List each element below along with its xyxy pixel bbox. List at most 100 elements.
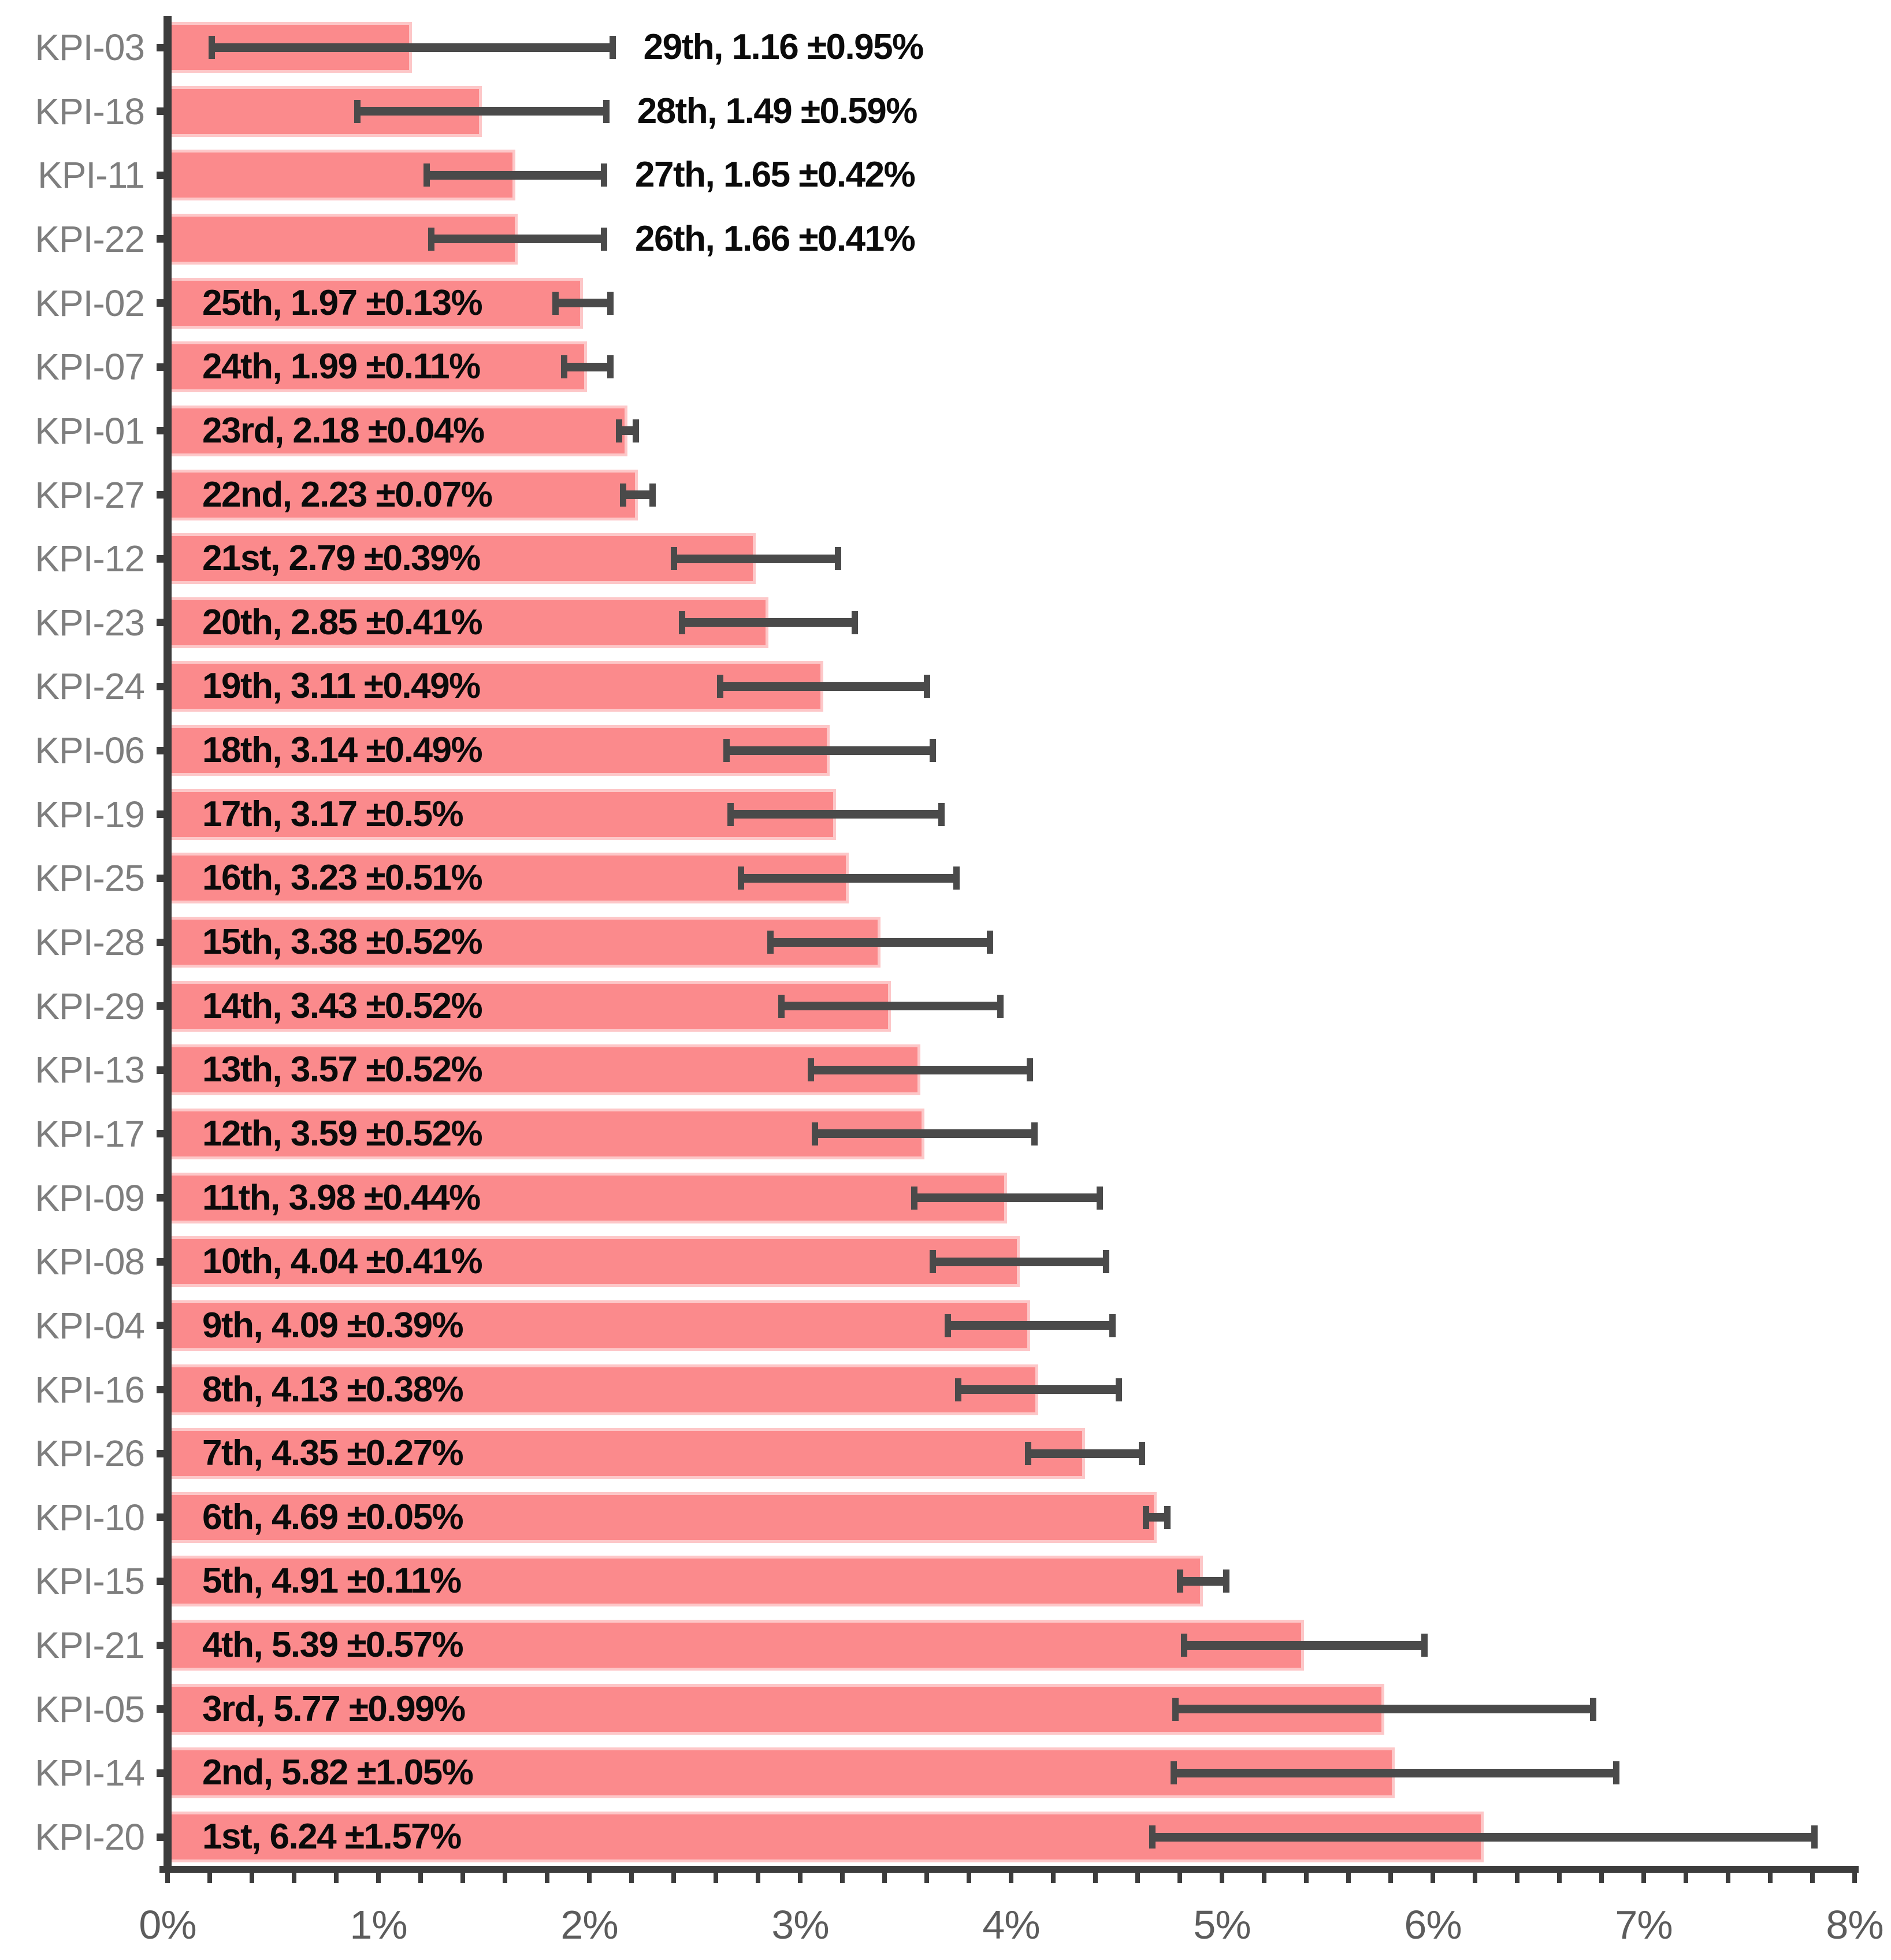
data-label: 28th, 1.49 ±0.59% (637, 91, 918, 131)
bar (172, 1300, 1030, 1351)
x-axis-tick (503, 1873, 507, 1883)
error-bar-cap-left (1170, 1761, 1177, 1785)
data-label: 27th, 1.65 ±0.42% (635, 155, 916, 195)
y-axis-tick (157, 1449, 165, 1457)
y-axis-tick (157, 1194, 165, 1202)
error-bar-cap-left (552, 291, 559, 315)
category-label: KPI-11 (38, 154, 145, 196)
error-bar-cap-left (428, 227, 434, 251)
bar (172, 469, 638, 520)
y-axis-line (164, 16, 172, 1873)
x-axis-tick (1346, 1873, 1351, 1883)
error-bar-cap-left (778, 994, 785, 1018)
error-bar-cap-right (835, 547, 842, 571)
bar (172, 1556, 1203, 1607)
error-bar-cap-left (560, 355, 567, 379)
y-axis-tick (157, 619, 165, 627)
error-bar-cap-right (607, 291, 614, 315)
error-bar-line (1152, 1832, 1815, 1842)
x-axis-tick (460, 1873, 465, 1883)
y-axis-tick (157, 1066, 165, 1074)
error-bar-line (933, 1257, 1106, 1266)
error-bar-cap-right (649, 483, 656, 507)
error-bar-line (674, 554, 838, 563)
error-bar-cap-left (716, 675, 723, 698)
error-bar-line (781, 1002, 1001, 1011)
y-axis-tick (157, 682, 165, 690)
error-bar-line (1175, 1705, 1593, 1714)
error-bar-cap-left (1176, 1570, 1183, 1593)
bar (172, 1620, 1305, 1671)
error-bar-line (623, 490, 653, 499)
x-axis-tick (1431, 1873, 1435, 1883)
error-bar-line (948, 1321, 1113, 1330)
y-axis-tick (157, 43, 165, 51)
y-axis-tick (157, 1577, 165, 1585)
x-axis-tick (1684, 1873, 1688, 1883)
error-bar-cap-left (727, 802, 734, 826)
x-axis-tick (1051, 1873, 1056, 1883)
error-bar-cap-right (1031, 1122, 1038, 1145)
error-bar-line (555, 299, 611, 308)
error-bar-cap-left (1143, 1505, 1150, 1529)
category-label: KPI-29 (35, 985, 145, 1027)
x-axis-tick-label: 2% (560, 1902, 618, 1947)
error-bar-line (811, 1065, 1030, 1074)
error-bar-cap-left (1149, 1825, 1156, 1849)
error-bar-cap-right (1027, 1058, 1034, 1082)
error-bar-cap-right (632, 419, 639, 442)
error-bar-line (730, 810, 942, 819)
error-bar-cap-left (1180, 1634, 1187, 1657)
x-axis-tick (1810, 1873, 1815, 1883)
y-axis-tick (157, 1322, 165, 1330)
error-bar-cap-right (953, 866, 960, 890)
error-bar-cap-right (1613, 1761, 1620, 1785)
x-axis-tick (629, 1873, 634, 1883)
x-axis-tick (1473, 1873, 1477, 1883)
y-axis-tick (157, 1769, 165, 1777)
category-label: KPI-09 (35, 1177, 145, 1219)
data-label: 29th, 1.16 ±0.95% (643, 27, 924, 67)
bar (172, 1683, 1385, 1735)
error-bar-cap-right (930, 739, 937, 763)
error-bar-line (682, 618, 855, 627)
category-label: KPI-25 (35, 857, 145, 899)
category-label: KPI-19 (35, 793, 145, 835)
data-label: 2nd, 5.82 ±1.05% (202, 1753, 474, 1793)
x-axis-tick-label: 6% (1404, 1902, 1462, 1947)
x-axis-tick (545, 1873, 549, 1883)
bar (172, 341, 588, 393)
error-bar-cap-right (923, 675, 930, 698)
error-bar-cap-left (679, 611, 686, 634)
data-label: 4th, 5.39 ±0.57% (202, 1625, 464, 1665)
bar (172, 789, 837, 840)
x-axis-tick (1852, 1873, 1857, 1883)
category-label: KPI-24 (35, 665, 145, 708)
data-label: 15th, 3.38 ±0.52% (202, 922, 483, 962)
x-axis-tick (1388, 1873, 1393, 1883)
category-label: KPI-20 (35, 1816, 145, 1858)
error-bar-cap-left (767, 931, 774, 954)
category-label: KPI-18 (35, 90, 145, 132)
data-label: 20th, 2.85 ±0.41% (202, 602, 483, 642)
y-axis-tick (157, 1705, 165, 1713)
y-axis-tick (157, 1833, 165, 1841)
x-axis-tick (1515, 1873, 1520, 1883)
error-bar-cap-left (619, 483, 626, 507)
error-bar-line (1028, 1449, 1142, 1458)
y-axis-tick (157, 874, 165, 882)
category-label: KPI-15 (35, 1560, 145, 1602)
error-bar-cap-left (670, 547, 677, 571)
x-axis-tick-label: 0% (139, 1902, 196, 1947)
x-axis-tick (1220, 1873, 1224, 1883)
category-label: KPI-26 (35, 1433, 145, 1475)
x-axis-tick (376, 1873, 381, 1883)
data-label: 14th, 3.43 ±0.52% (202, 985, 483, 1026)
y-axis-tick (157, 1513, 165, 1522)
y-axis-tick (157, 1258, 165, 1266)
category-label: KPI-08 (35, 1241, 145, 1283)
category-label: KPI-17 (35, 1113, 145, 1155)
x-axis-tick (1262, 1873, 1266, 1883)
x-axis-tick (714, 1873, 718, 1883)
